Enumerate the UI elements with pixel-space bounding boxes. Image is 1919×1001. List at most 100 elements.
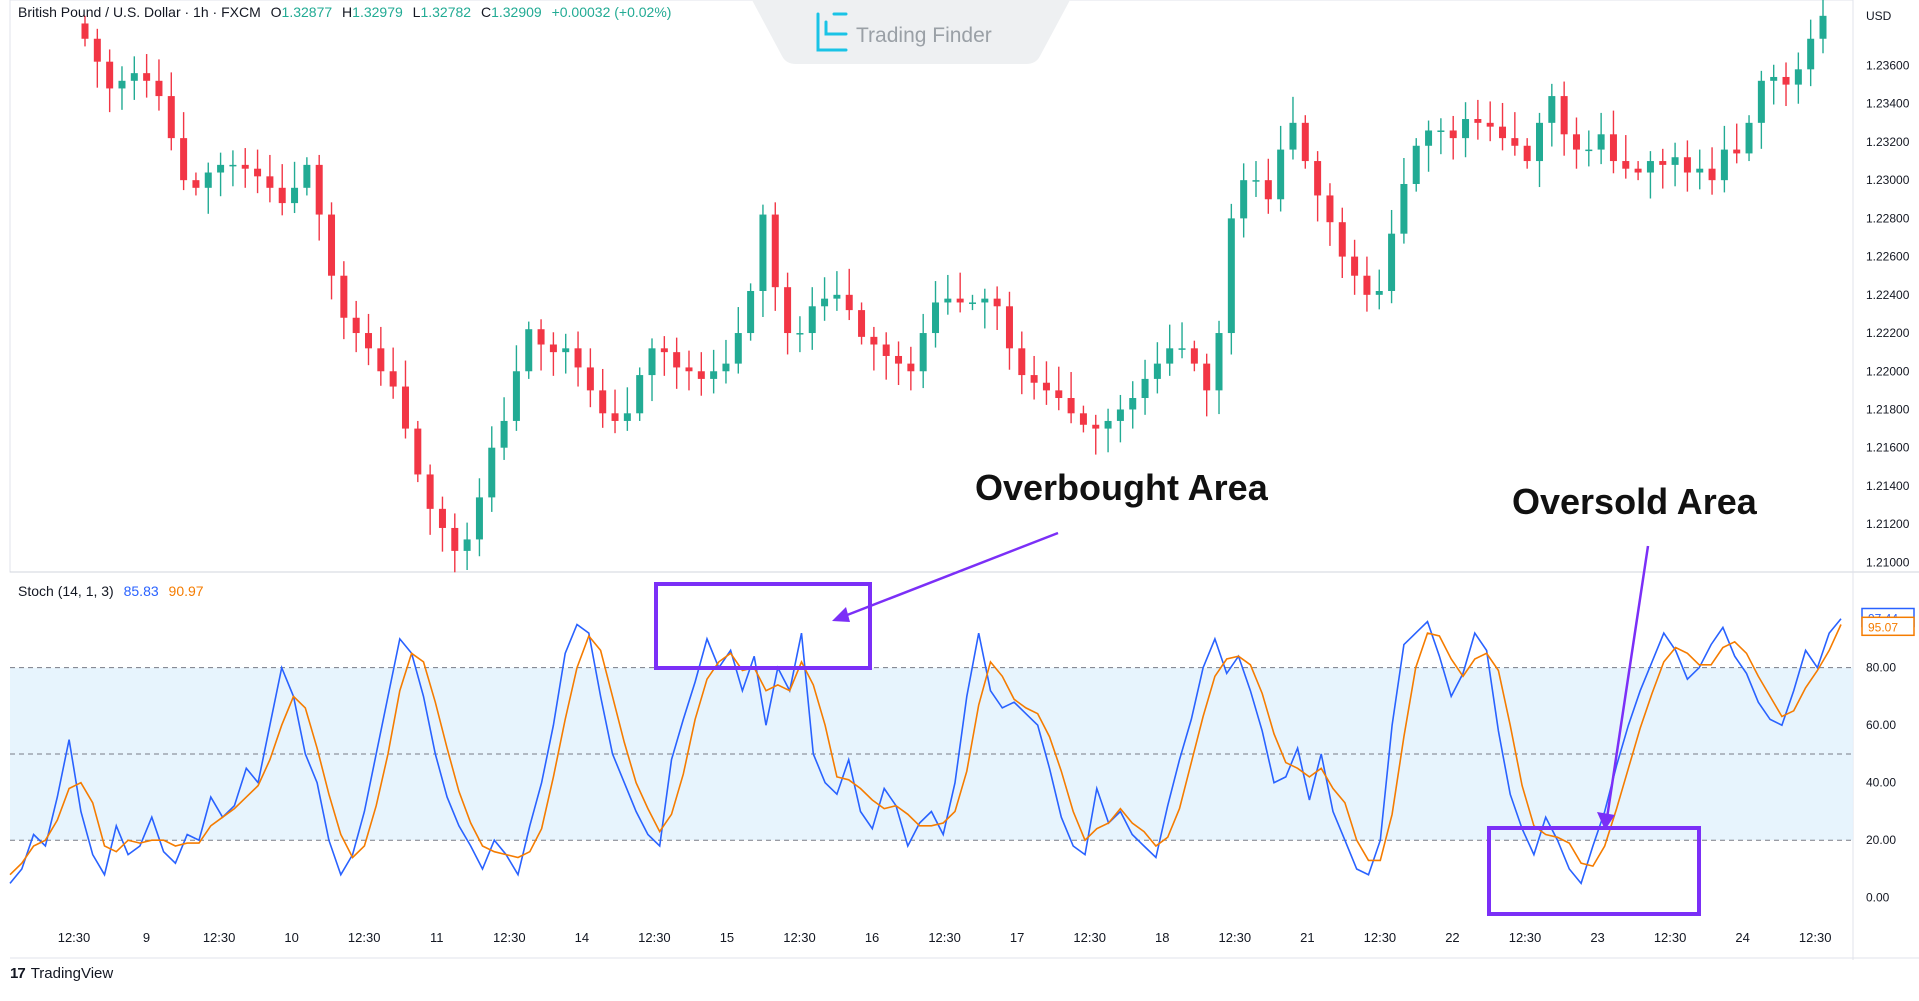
candle-body [1449, 130, 1457, 139]
candle-body [1326, 195, 1334, 223]
ohlc-close-label: C [480, 4, 492, 20]
candle-body [1055, 390, 1063, 399]
candle-body [365, 333, 373, 349]
candle-body [204, 172, 212, 188]
price-tick-label: 1.22800 [1866, 211, 1910, 225]
candle-body [537, 329, 545, 345]
time-tick-label: 12:30 [203, 930, 236, 945]
candle-body [143, 73, 151, 81]
ohlc-low-label: L [412, 4, 421, 20]
candle-body [1252, 180, 1260, 182]
candle-body [1215, 333, 1223, 391]
candle-body [1116, 409, 1124, 421]
candle-body [1794, 69, 1802, 85]
candle-body [1178, 348, 1186, 350]
candle-body [254, 168, 262, 177]
candle-body [1166, 348, 1174, 364]
oversold-label: Oversold Area [1512, 481, 1758, 522]
price-tick-label: 1.23000 [1866, 173, 1910, 187]
time-tick-label: 12:30 [1509, 930, 1542, 945]
ohlc-low-value: 1.32782 [420, 4, 472, 20]
ohlc-high-label: H [342, 4, 353, 20]
tradingview-footer[interactable]: 17 TradingView [10, 965, 113, 982]
candle-body [426, 474, 434, 509]
time-tick-label: 12:30 [1654, 930, 1687, 945]
candle-body [697, 371, 705, 379]
time-tick-label: 21 [1300, 930, 1314, 945]
candle-body [673, 352, 681, 368]
candle-body [229, 164, 237, 167]
candle-body [525, 329, 533, 372]
candle-body [1770, 76, 1778, 81]
price-tick-label: 1.21000 [1866, 555, 1910, 569]
currency-label: USD [1866, 9, 1892, 23]
candle-body [1363, 275, 1371, 295]
watermark-backdrop [752, 0, 1070, 64]
candle-body [1104, 420, 1112, 429]
candle-body [722, 363, 730, 372]
candle-body [438, 508, 446, 528]
overbought-label: Overbought Area [975, 467, 1269, 508]
candle-body [1671, 157, 1679, 165]
candle-body [1745, 122, 1753, 154]
candle-body [1720, 149, 1728, 181]
candle-body [734, 333, 742, 364]
candle-body [1240, 180, 1248, 219]
candle-body [648, 348, 656, 376]
candle-body [1351, 256, 1359, 276]
time-tick-label: 9 [143, 930, 150, 945]
candle-body [389, 371, 397, 387]
candle-body [1092, 424, 1100, 429]
time-tick-label: 12:30 [1073, 930, 1106, 945]
candle-body [796, 333, 804, 335]
candle-body [1141, 378, 1149, 399]
candle-body [1314, 161, 1322, 196]
candle-body [833, 294, 841, 299]
candle-body [377, 348, 385, 372]
candle-body [475, 497, 483, 540]
candle-body [660, 348, 668, 353]
candle-body [1067, 398, 1075, 414]
candle-body [1585, 149, 1593, 152]
candle-body [1696, 168, 1704, 173]
ohlc-open-value: 1.32877 [281, 4, 333, 20]
price-tick-label: 1.23600 [1866, 59, 1910, 73]
candle-body [328, 214, 336, 276]
candle-body [981, 298, 989, 303]
oversold-arrow-head [1597, 812, 1615, 830]
time-tick-label: 10 [284, 930, 298, 945]
stoch-k-line [9, 618, 1842, 886]
candle-body [1708, 168, 1716, 181]
tradingview-logo-icon: 17 [10, 965, 26, 982]
candle-body [574, 348, 582, 368]
oversold-box [1487, 826, 1701, 916]
candle-body [1264, 180, 1272, 200]
candle-body [1153, 363, 1161, 379]
candle-body [1659, 161, 1667, 165]
candle-body [611, 413, 619, 421]
stoch-d-last-label: 95.07 [1868, 620, 1898, 634]
candle-body [685, 367, 693, 372]
watermark-text: Trading Finder [856, 24, 992, 47]
candle-body [340, 275, 348, 318]
candle-body [771, 214, 779, 288]
candle-body [106, 61, 114, 89]
candle-body [870, 336, 878, 345]
time-tick-label: 16 [865, 930, 879, 945]
time-tick-label: 24 [1735, 930, 1749, 945]
candle-body [784, 287, 792, 334]
overbought-arrow-line [841, 531, 1059, 619]
price-tick-label: 1.22600 [1866, 250, 1910, 264]
candle-body [586, 367, 594, 391]
symbol-header: British Pound / U.S. Dollar · 1h · FXCM … [18, 4, 677, 20]
tradingfinder-logo-icon [816, 12, 848, 52]
stoch-tick-label: 60.00 [1866, 718, 1896, 732]
candle-body [1819, 15, 1827, 39]
candle-body [1782, 76, 1790, 85]
candle-body [463, 539, 471, 551]
time-tick-label: 17 [1010, 930, 1024, 945]
candle-body [266, 176, 274, 188]
candle-body [118, 80, 126, 89]
